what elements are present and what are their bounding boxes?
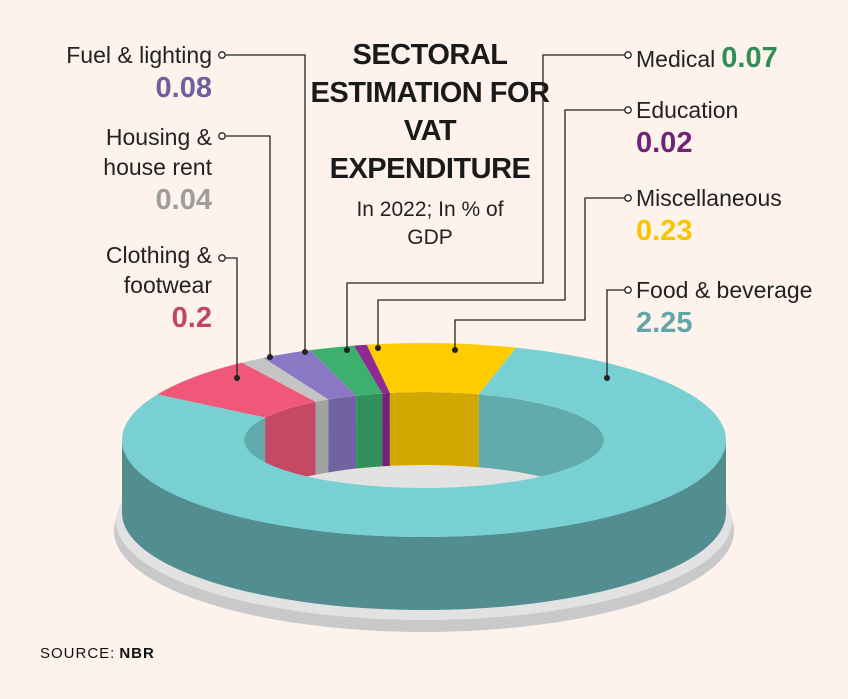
outer-walls <box>122 440 726 610</box>
slice-inner-side <box>389 392 479 468</box>
slice-top <box>366 343 516 395</box>
top-slices <box>121 343 726 537</box>
value-label: 0.02 <box>636 127 693 159</box>
slice-top <box>121 347 726 537</box>
slice-top <box>263 350 357 400</box>
value-label: 0.08 <box>155 72 212 104</box>
leader-line <box>377 109 628 348</box>
leader-line <box>222 135 271 357</box>
leader-end <box>267 354 273 360</box>
category-name: Education <box>636 97 739 123</box>
leader-start <box>218 132 226 140</box>
slice-top <box>353 344 390 394</box>
value-label: 0.23 <box>636 215 693 247</box>
leader-line <box>606 289 628 378</box>
value-label: 0.2 <box>171 302 212 334</box>
category-name: Clothing & footwear <box>105 242 212 298</box>
category-label: Food & beverage 2.25 <box>636 275 812 341</box>
chart-subtitle: In 2022; In % of GDP <box>356 198 504 249</box>
leader-end <box>375 345 381 351</box>
value-label: 0.04 <box>155 184 212 216</box>
slice-top <box>310 345 383 396</box>
slice-inner-side <box>382 392 390 467</box>
slice-inner-side <box>356 393 383 469</box>
category-label: Fuel & lighting 0.08 <box>66 40 212 106</box>
leader-start <box>624 286 632 294</box>
leader-end <box>604 375 610 381</box>
leader-start <box>218 254 226 262</box>
leader-end <box>234 375 240 381</box>
leader-line <box>346 54 628 350</box>
leader-start <box>624 51 632 59</box>
category-label: Housing & house rent 0.04 <box>82 122 212 218</box>
leader-end <box>302 349 308 355</box>
leader-start <box>624 194 632 202</box>
category-name: Medical <box>636 46 716 72</box>
category-name: Fuel & lighting <box>66 42 212 68</box>
category-name: Food & beverage <box>636 277 813 303</box>
category-label: Education 0.02 <box>636 95 738 161</box>
source-name: NBR <box>119 645 155 662</box>
slice-inner-side <box>315 399 329 475</box>
slice-outer-side <box>122 440 726 610</box>
leader-end <box>344 347 350 353</box>
value-label: 2.25 <box>636 307 693 339</box>
category-label: Clothing & footwear 0.2 <box>87 240 212 336</box>
category-label: Miscellaneous 0.23 <box>636 183 782 249</box>
slice-top <box>241 357 329 402</box>
leader-end <box>452 347 458 353</box>
source-label: SOURCE: <box>40 645 116 662</box>
value-label: 0.07 <box>721 42 778 74</box>
leader-line <box>454 197 628 350</box>
chart-title: SECTORAL ESTIMATION FOR VAT EXPENDITURE <box>310 39 550 185</box>
category-label: Medical 0.07 <box>636 40 778 76</box>
leader-start <box>218 51 226 59</box>
source: SOURCE: NBR <box>40 645 155 662</box>
slice-inner-side <box>328 395 357 473</box>
leader-line <box>222 257 238 378</box>
category-name: Housing & house rent <box>103 124 212 180</box>
slice-top <box>157 362 316 418</box>
category-name: Miscellaneous <box>636 185 782 211</box>
leader-line <box>222 54 306 352</box>
leader-start <box>624 106 632 114</box>
